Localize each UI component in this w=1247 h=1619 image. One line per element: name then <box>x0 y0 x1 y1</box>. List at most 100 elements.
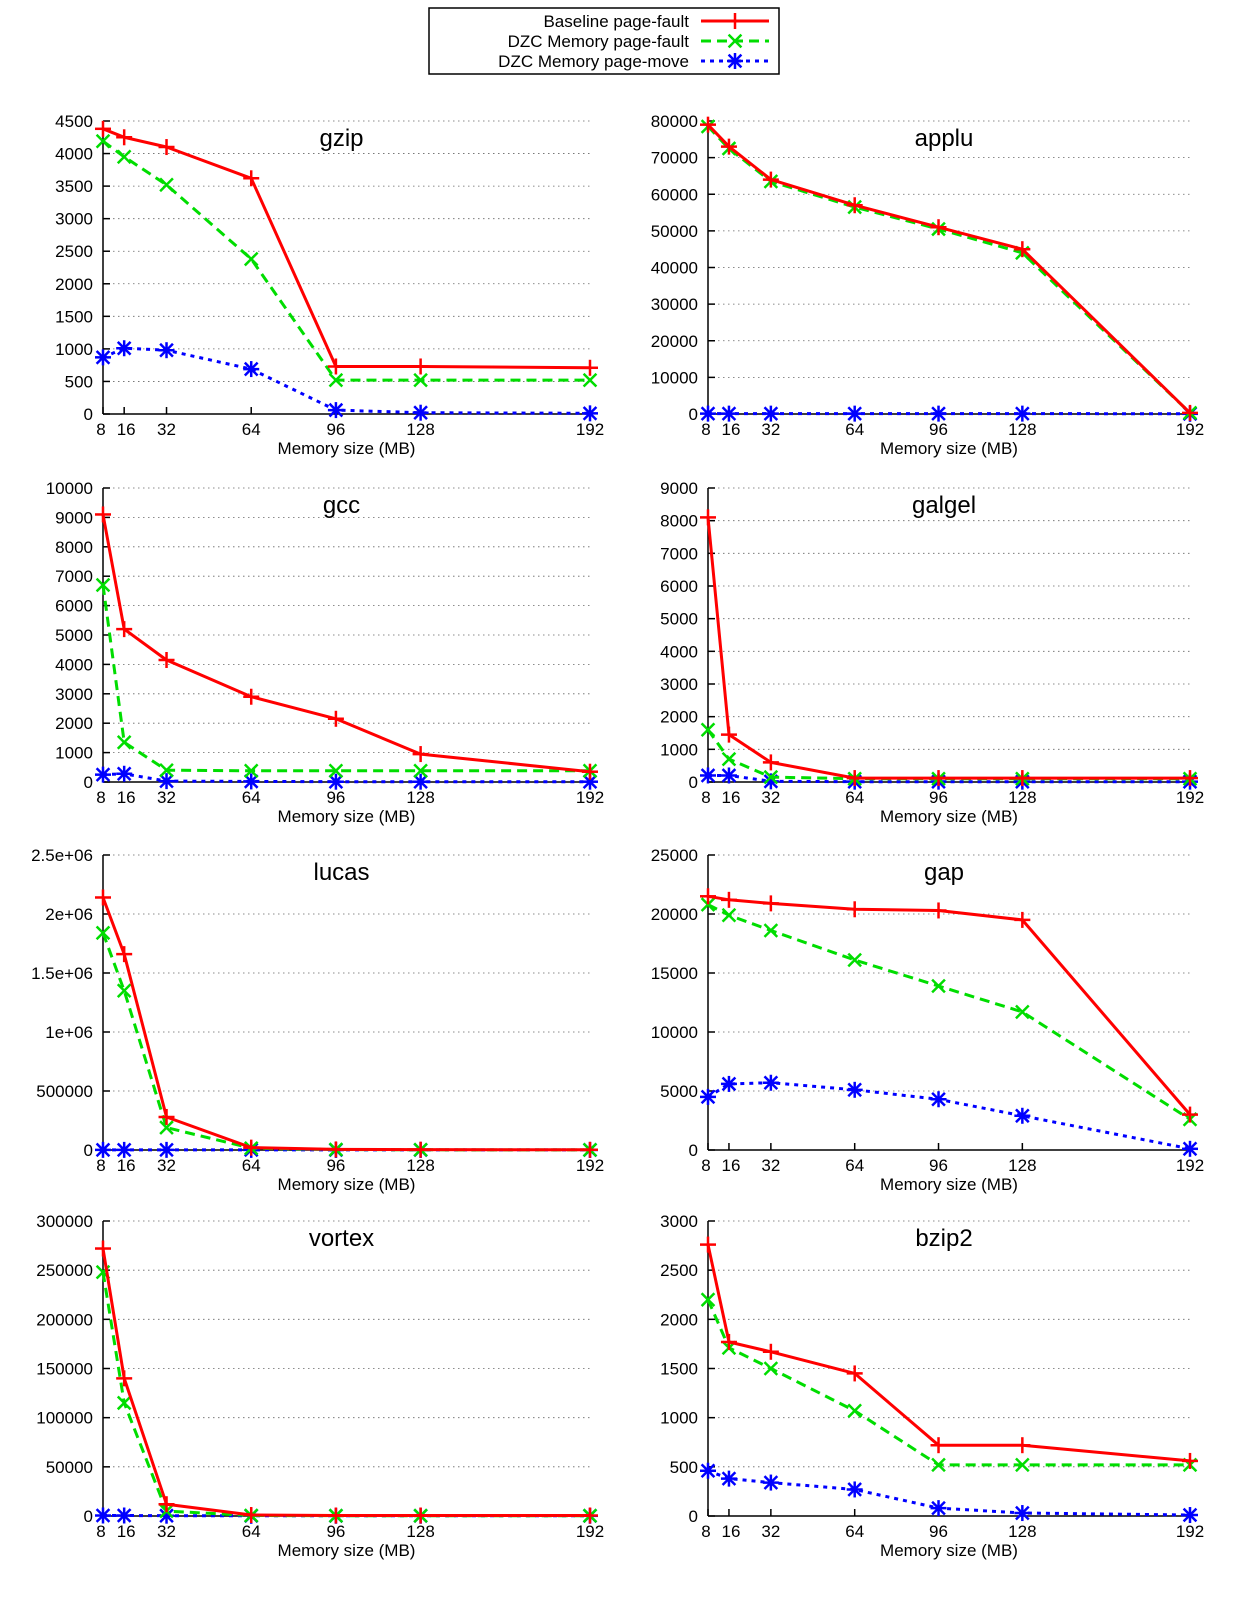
data-point <box>116 340 133 357</box>
data-point <box>243 763 259 779</box>
y-tick-label: 0 <box>84 1507 93 1526</box>
y-tick-label: 50000 <box>651 222 698 241</box>
legend-label: Baseline page-fault <box>543 12 689 31</box>
data-point <box>846 1481 863 1498</box>
series-plus <box>700 1236 1198 1469</box>
data-point <box>582 1141 598 1158</box>
x-tick-label: 16 <box>721 788 740 807</box>
data-point <box>158 342 175 359</box>
y-tick-label: 300000 <box>36 1212 93 1231</box>
y-tick-label: 5000 <box>660 610 698 629</box>
series-line <box>101 584 590 773</box>
y-tick-label: 5000 <box>55 626 93 645</box>
x-tick-label: 8 <box>701 420 710 439</box>
data-point <box>243 361 260 378</box>
chart-title: gzip <box>319 125 363 152</box>
y-tick-label: 80000 <box>651 112 698 131</box>
data-point <box>412 746 429 763</box>
y-tick-label: 2e+06 <box>45 905 93 924</box>
y-tick-label: 500 <box>670 1458 698 1477</box>
y-tick-label: 0 <box>84 1141 93 1160</box>
y-tick-label: 6000 <box>660 577 698 596</box>
x-tick-label: 128 <box>406 1522 434 1541</box>
series-line <box>706 1244 1191 1463</box>
data-point <box>846 770 863 787</box>
y-tick-label: 4000 <box>55 655 93 674</box>
series-line <box>707 903 1191 1121</box>
x-tick-label: 96 <box>326 1156 345 1175</box>
data-point <box>95 889 111 906</box>
x-axis-label: Memory size (MB) <box>880 439 1018 458</box>
series-line <box>101 514 591 774</box>
x-tick-label: 8 <box>701 1156 710 1175</box>
x-tick-label: 16 <box>117 1522 136 1541</box>
y-tick-label: 2000 <box>55 275 93 294</box>
chart-title: gap <box>924 859 964 886</box>
x-tick-label: 96 <box>929 788 948 807</box>
data-point <box>931 1457 946 1473</box>
y-tick-label: 15000 <box>651 964 698 983</box>
data-point <box>95 1141 111 1158</box>
data-point <box>1014 241 1031 258</box>
series-line <box>706 728 1190 781</box>
data-point <box>700 897 716 912</box>
x-axis-label: Memory size (MB) <box>278 807 416 826</box>
y-tick-label: 5000 <box>660 1082 698 1101</box>
data-point <box>721 907 737 923</box>
chart-title: vortex <box>309 1225 374 1252</box>
data-point <box>1014 770 1031 787</box>
data-point <box>582 405 598 422</box>
data-point <box>327 710 344 727</box>
y-tick-label: 0 <box>689 773 698 792</box>
y-tick-label: 0 <box>689 1141 698 1160</box>
data-point <box>846 197 863 214</box>
x-tick-label: 16 <box>117 420 136 439</box>
x-tick-label: 96 <box>929 1522 948 1541</box>
data-point <box>327 1507 344 1524</box>
series-cross <box>700 897 1198 1127</box>
data-point <box>1015 1457 1030 1473</box>
chart-title: galgel <box>912 492 976 519</box>
series-plus <box>95 889 598 1158</box>
data-point <box>700 1292 716 1307</box>
series-line <box>101 896 591 1152</box>
series-line <box>101 1271 590 1518</box>
x-tick-label: 32 <box>157 420 176 439</box>
chart-title: gcc <box>323 492 360 519</box>
data-point <box>412 404 429 421</box>
x-tick-label: 64 <box>242 1522 261 1541</box>
data-point <box>930 219 947 236</box>
y-tick-label: 40000 <box>651 259 698 278</box>
series-star <box>700 1074 1198 1157</box>
data-point <box>95 1507 111 1524</box>
x-tick-label: 64 <box>845 1522 864 1541</box>
charts: 0 500 1000 1500 2000 2500 3000 3500 4000 4500 8 16 3… <box>31 112 1204 1560</box>
series-line <box>101 932 591 1152</box>
data-point <box>243 170 260 187</box>
y-tick-label: 20000 <box>651 905 698 924</box>
y-tick-label: 9000 <box>55 508 93 527</box>
x-tick-label: 96 <box>326 420 345 439</box>
y-tick-label: 50000 <box>46 1458 93 1477</box>
x-tick-label: 192 <box>1176 788 1204 807</box>
y-tick-label: 1e+06 <box>45 1023 93 1042</box>
x-tick-label: 128 <box>1008 1156 1036 1175</box>
data-point <box>846 1081 863 1098</box>
series-line <box>706 125 1192 414</box>
chart-panel-lucas: 0 500000 1e+06 1.5e+06 2e+06 2.5e+06 8 16 32 64 96… <box>31 846 604 1194</box>
y-tick-label: 3000 <box>55 210 93 229</box>
y-tick-label: 30000 <box>651 295 698 314</box>
y-tick-label: 10000 <box>46 479 93 498</box>
data-point <box>95 925 111 941</box>
series-cross <box>700 119 1198 421</box>
data-point <box>721 751 737 767</box>
y-tick-label: 8000 <box>55 538 93 557</box>
series-plus <box>95 506 598 780</box>
series-plus <box>95 120 598 376</box>
x-axis-label: Memory size (MB) <box>880 1541 1018 1560</box>
y-tick-label: 3000 <box>660 675 698 694</box>
x-tick-label: 192 <box>576 788 604 807</box>
data-point <box>720 767 737 784</box>
legend-marker <box>727 53 743 69</box>
x-tick-label: 128 <box>406 1156 434 1175</box>
